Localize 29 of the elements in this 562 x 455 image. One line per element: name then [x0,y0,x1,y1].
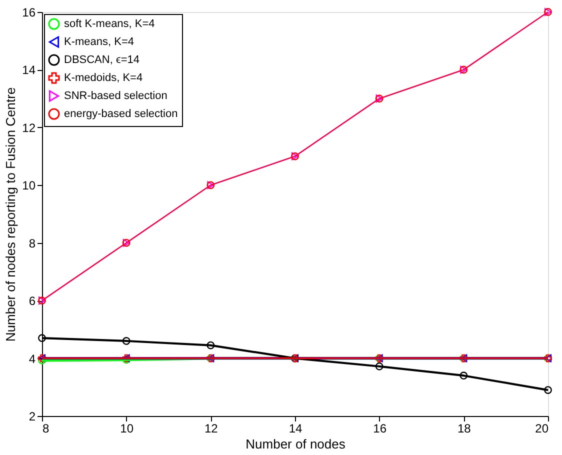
x-tick-label: 16 [373,422,387,436]
point [375,362,384,370]
y-tick-label: 14 [22,63,36,78]
legend-label: K-means, K=4 [64,36,134,48]
point [460,372,468,380]
x-tick-label: 20 [535,422,549,436]
point [206,341,215,350]
legend-label: DBSCAN, ϵ=14 [64,54,140,66]
x-tick-label: 14 [288,422,302,436]
y-tick-label: 12 [22,120,36,135]
x-tick-label: 8 [42,422,50,436]
y-tick-label: 10 [22,178,36,193]
y-tick-label: 6 [28,294,36,308]
legend-label: energy-based selection [64,108,178,120]
y-tick-label: 2 [28,410,36,424]
legend-label: SNR-based selection [64,90,168,102]
x-tick-label: 10 [120,422,134,436]
point [544,386,552,394]
x-axis-title: Number of nodes [246,436,346,452]
y-tick-label: 8 [28,236,36,250]
point [122,337,130,345]
y-tick-label: 4 [28,352,36,366]
point [38,334,46,342]
y-tick-label: 16 [22,6,36,20]
legend-label: K-medoids, K=4 [64,72,143,84]
legend-label: soft K-means, K=4 [64,18,155,30]
y-axis-title: Number of nodes reporting to Fusion Centre [3,87,18,342]
x-tick-label: 12 [204,422,218,436]
x-tick-label: 18 [457,422,472,436]
